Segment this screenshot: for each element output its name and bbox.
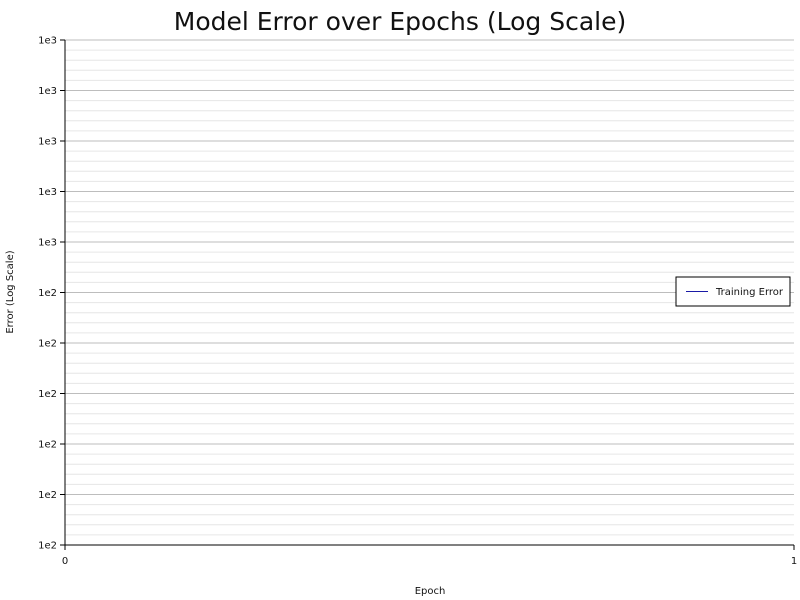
x-tick-label: 1 [791,556,797,567]
chart-title: Model Error over Epochs (Log Scale) [174,7,626,36]
x-axis-label: Epoch [415,586,446,597]
y-tick-label: 1e3 [38,86,57,97]
y-tick-label: 1e3 [38,187,57,198]
y-tick-label: 1e2 [38,541,57,552]
y-tick-label: 1e2 [38,389,57,400]
y-tick-label: 1e3 [38,137,57,148]
y-tick-label: 1e2 [38,440,57,451]
grid [65,39,794,546]
legend-entry-training-error: Training Error [715,287,784,298]
legend: Training Error [675,276,791,307]
y-tick-label: 1e2 [38,288,57,299]
x-tick-label: 0 [62,556,68,567]
y-tick-label: 1e2 [38,339,57,350]
ticks: 1e2 1e2 1e2 1e2 1e2 1e2 1e3 1e3 1e3 1e3 1e3 0 1 [38,36,797,568]
y-tick-label: 1e3 [38,36,57,47]
y-axis-label: Error (Log Scale) [5,250,16,333]
y-tick-label: 1e3 [38,238,57,249]
y-tick-label: 1e2 [38,490,57,501]
